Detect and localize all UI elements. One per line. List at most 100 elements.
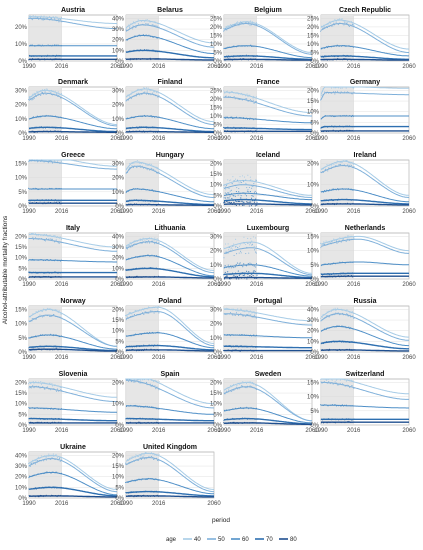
observed-point [242, 58, 244, 60]
series-line-age-60 [223, 45, 312, 59]
observed-point [255, 246, 257, 248]
observed-point [350, 86, 352, 88]
observed-point [238, 245, 241, 247]
observed-point [41, 19, 43, 21]
observed-point [149, 57, 151, 59]
observed-point [58, 242, 60, 244]
y-tick-label: 15% [112, 318, 125, 324]
observed-point [128, 189, 130, 191]
observed-point [146, 312, 148, 314]
observed-point [329, 46, 331, 48]
observed-point [157, 51, 159, 53]
observed-point [36, 188, 38, 190]
observed-point [321, 59, 323, 61]
observed-point [132, 91, 134, 93]
observed-point [329, 422, 331, 424]
observed-point [149, 276, 151, 278]
observed-point [34, 407, 36, 409]
observed-point [343, 114, 345, 116]
observed-point [347, 115, 349, 117]
observed-point [150, 311, 152, 313]
y-tick-label: 25% [210, 16, 223, 22]
observed-point [248, 418, 250, 420]
observed-point [126, 268, 128, 270]
observed-point [342, 199, 344, 201]
observed-point [248, 94, 250, 96]
observed-point [333, 241, 336, 244]
observed-point [60, 457, 62, 459]
observed-point [59, 58, 61, 60]
observed-point [43, 495, 45, 497]
observed-point [333, 262, 335, 264]
observed-point [135, 90, 137, 92]
observed-point [251, 243, 254, 245]
observed-point [141, 491, 143, 493]
observed-point [342, 314, 344, 316]
observed-point [143, 130, 145, 132]
observed-point [240, 127, 242, 129]
observed-point [337, 92, 339, 94]
observed-point [39, 494, 41, 496]
observed-point [223, 187, 225, 189]
observed-point [325, 244, 327, 246]
observed-point [321, 319, 323, 321]
observed-point [248, 349, 250, 352]
observed-point [141, 126, 143, 128]
observed-point [332, 314, 334, 316]
observed-point [243, 201, 245, 203]
observed-point [149, 453, 151, 455]
observed-point [51, 59, 53, 61]
observed-point [47, 471, 49, 473]
observed-point [243, 117, 245, 120]
observed-point [320, 55, 322, 57]
observed-point [232, 97, 234, 99]
observed-point [46, 159, 48, 161]
observed-point [57, 54, 59, 57]
observed-point [134, 199, 136, 201]
observed-point [238, 182, 240, 184]
observed-point [47, 456, 49, 458]
observed-point [29, 276, 31, 278]
observed-point [248, 118, 251, 120]
observed-point [138, 417, 140, 420]
observed-point [43, 55, 45, 57]
observed-point [331, 203, 334, 205]
series-line-age-50 [320, 313, 409, 341]
observed-point [28, 495, 30, 497]
observed-point [248, 180, 250, 182]
observed-point [151, 89, 154, 91]
observed-point [126, 58, 129, 60]
observed-point [48, 486, 50, 488]
observed-point [133, 381, 135, 383]
observed-point [156, 494, 158, 496]
observed-point [35, 15, 37, 17]
observed-point [134, 334, 136, 336]
observed-point [55, 271, 57, 273]
observed-point [338, 419, 340, 421]
observed-point [126, 378, 128, 380]
observed-point [243, 386, 245, 388]
observed-point [133, 418, 135, 420]
observed-point [44, 127, 47, 129]
observed-point [350, 312, 352, 314]
observed-point [126, 190, 128, 192]
observed-point [56, 200, 58, 202]
observed-point [54, 115, 56, 117]
observed-point [36, 346, 38, 348]
observed-point [228, 333, 230, 336]
observed-point [327, 200, 329, 202]
observed-point [38, 417, 40, 419]
observed-point [60, 345, 63, 348]
observed-point [153, 168, 155, 170]
observed-point [150, 491, 152, 493]
series-line-age-70 [223, 417, 312, 425]
observed-point [33, 474, 35, 476]
observed-point [30, 199, 32, 201]
observed-point [156, 25, 158, 27]
observed-point [247, 314, 249, 316]
observed-point [325, 422, 327, 424]
observed-point [125, 204, 127, 206]
